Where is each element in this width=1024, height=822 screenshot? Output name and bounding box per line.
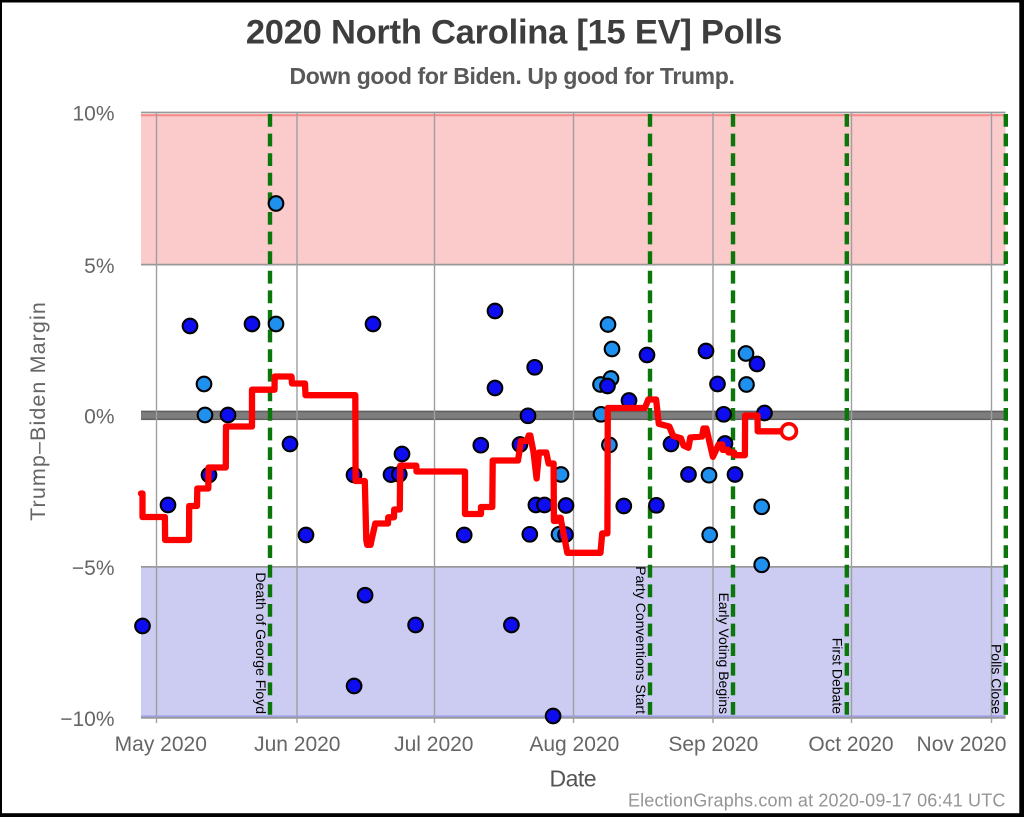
svg-text:−5%: −5% [72, 557, 115, 580]
svg-text:−10%: −10% [60, 708, 114, 731]
svg-text:0%: 0% [84, 405, 114, 428]
svg-text:Jun 2020: Jun 2020 [254, 733, 340, 756]
svg-text:May 2020: May 2020 [115, 733, 207, 756]
svg-text:Trump–Biden Margin: Trump–Biden Margin [26, 301, 50, 521]
svg-text:Jul 2020: Jul 2020 [394, 733, 473, 756]
svg-text:Aug 2020: Aug 2020 [529, 733, 619, 756]
svg-text:2020 North Carolina [15 EV] Po: 2020 North Carolina [15 EV] Polls [246, 14, 782, 52]
svg-text:Early Voting Begins: Early Voting Begins [716, 593, 732, 714]
svg-text:Party Conventions Start: Party Conventions Start [633, 566, 649, 714]
svg-text:Oct 2020: Oct 2020 [808, 733, 893, 756]
svg-text:Sep 2020: Sep 2020 [668, 733, 758, 756]
svg-text:ElectionGraphs.com at 2020-09-: ElectionGraphs.com at 2020-09-17 06:41 U… [628, 791, 1006, 811]
svg-text:10%: 10% [72, 103, 114, 126]
svg-text:Nov 2020: Nov 2020 [917, 733, 1007, 756]
svg-text:5%: 5% [84, 255, 114, 278]
svg-text:Death of George Floyd: Death of George Floyd [253, 572, 269, 714]
svg-text:Down good for Biden. Up good f: Down good for Biden. Up good for Trump. [289, 63, 734, 89]
svg-text:Polls Close: Polls Close [989, 644, 1005, 714]
svg-text:First Debate: First Debate [830, 638, 846, 714]
svg-text:Date: Date [550, 765, 597, 791]
